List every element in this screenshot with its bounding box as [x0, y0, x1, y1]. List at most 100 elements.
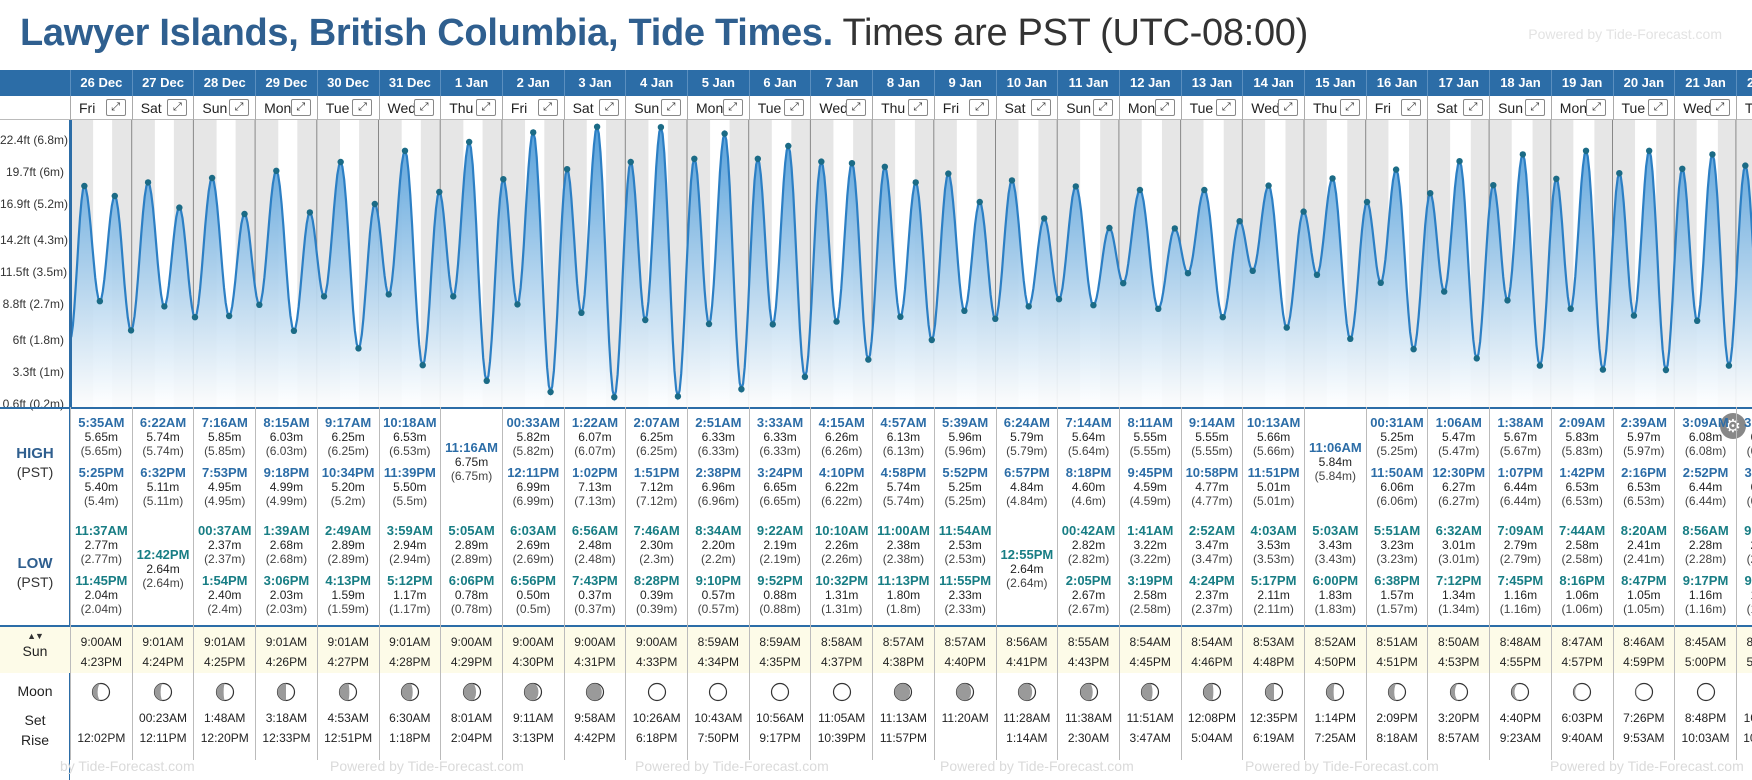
- expand-day-icon[interactable]: ⤢: [1154, 99, 1175, 116]
- tide-point[interactable]: [1645, 147, 1653, 154]
- tide-point[interactable]: [1363, 198, 1371, 206]
- tide-point[interactable]: [176, 204, 183, 211]
- expand-day-icon[interactable]: ⤢: [1401, 99, 1422, 116]
- tide-point[interactable]: [848, 160, 856, 167]
- tide-point[interactable]: [721, 130, 728, 137]
- tide-point[interactable]: [273, 167, 280, 174]
- expand-day-icon[interactable]: ⤢: [660, 99, 681, 116]
- tide-point[interactable]: [1265, 182, 1272, 189]
- expand-day-icon[interactable]: ⤢: [167, 99, 188, 116]
- tide-point[interactable]: [785, 142, 792, 150]
- expand-day-icon[interactable]: ⤢: [1339, 99, 1360, 116]
- tide-point[interactable]: [928, 336, 935, 344]
- tide-point[interactable]: [320, 293, 328, 300]
- tide-point[interactable]: [208, 174, 216, 182]
- powered-by-footer-text[interactable]: Powered by Tide-Forecast.com: [635, 758, 829, 774]
- expand-day-icon[interactable]: ⤢: [907, 99, 928, 116]
- expand-day-icon[interactable]: ⤢: [352, 99, 373, 116]
- tide-point[interactable]: [191, 314, 199, 321]
- tide-point[interactable]: [1313, 271, 1321, 278]
- expand-day-icon[interactable]: ⤢: [229, 99, 250, 116]
- tide-point[interactable]: [578, 309, 585, 316]
- tide-point[interactable]: [1300, 208, 1307, 215]
- expand-day-icon[interactable]: ⤢: [1463, 99, 1484, 116]
- tide-point[interactable]: [1616, 170, 1623, 177]
- tide-point[interactable]: [833, 318, 840, 325]
- tide-point[interactable]: [1377, 279, 1384, 286]
- tide-point[interactable]: [1055, 296, 1063, 303]
- tide-point[interactable]: [371, 200, 379, 208]
- tide-point[interactable]: [1536, 362, 1544, 369]
- tide-point[interactable]: [1249, 267, 1256, 274]
- tide-point[interactable]: [1630, 312, 1638, 319]
- tide-point[interactable]: [976, 198, 983, 206]
- tide-point[interactable]: [401, 147, 409, 154]
- tide-point[interactable]: [96, 298, 104, 305]
- tide-point[interactable]: [865, 356, 872, 363]
- tide-point[interactable]: [355, 345, 362, 352]
- tide-point[interactable]: [500, 176, 507, 183]
- tide-point[interactable]: [337, 158, 344, 166]
- tide-point[interactable]: [705, 320, 713, 328]
- tide-point[interactable]: [514, 301, 521, 308]
- tide-point[interactable]: [1567, 305, 1574, 312]
- tide-point[interactable]: [419, 362, 426, 369]
- tide-point[interactable]: [1693, 317, 1701, 324]
- tide-point[interactable]: [1025, 303, 1032, 310]
- expand-day-icon[interactable]: ⤢: [105, 99, 126, 116]
- expand-day-icon[interactable]: ⤢: [1524, 99, 1545, 116]
- tide-point[interactable]: [1709, 151, 1716, 158]
- tide-point[interactable]: [1155, 305, 1162, 312]
- tide-point[interactable]: [530, 129, 537, 136]
- tide-point[interactable]: [483, 377, 490, 384]
- tide-point[interactable]: [1742, 162, 1749, 169]
- tide-point[interactable]: [81, 182, 88, 190]
- tide-point[interactable]: [1392, 166, 1400, 173]
- expand-day-icon[interactable]: ⤢: [1648, 99, 1669, 116]
- tide-point[interactable]: [1283, 324, 1290, 331]
- tide-point[interactable]: [241, 210, 248, 218]
- expand-day-icon[interactable]: ⤢: [1709, 99, 1730, 116]
- tide-point[interactable]: [111, 192, 118, 200]
- powered-by-footer-text[interactable]: Powered by Tide-Forecast.com: [330, 758, 524, 774]
- tide-point[interactable]: [1106, 224, 1113, 232]
- tide-point[interactable]: [1582, 147, 1590, 154]
- tide-point[interactable]: [992, 315, 999, 322]
- tide-point[interactable]: [961, 307, 968, 314]
- tide-point[interactable]: [818, 158, 825, 165]
- tide-point[interactable]: [1136, 186, 1144, 194]
- tide-point[interactable]: [144, 179, 152, 186]
- tide-point[interactable]: [1553, 175, 1560, 182]
- tide-point[interactable]: [657, 124, 665, 131]
- tide-point[interactable]: [945, 170, 952, 177]
- tide-point[interactable]: [1599, 366, 1607, 373]
- tide-point[interactable]: [1120, 280, 1127, 287]
- expand-day-icon[interactable]: ⤢: [1216, 99, 1237, 116]
- tide-point[interactable]: [306, 209, 314, 216]
- tide-point[interactable]: [1519, 151, 1527, 158]
- tide-point[interactable]: [1504, 297, 1511, 304]
- tide-point[interactable]: [547, 388, 554, 396]
- tide-point[interactable]: [691, 155, 698, 162]
- tide-point[interactable]: [290, 327, 298, 334]
- tide-point[interactable]: [738, 386, 745, 393]
- expand-day-icon[interactable]: ⤢: [414, 99, 435, 116]
- tide-point[interactable]: [627, 158, 634, 166]
- expand-day-icon[interactable]: ⤢: [722, 99, 743, 116]
- powered-by-watermark[interactable]: Powered by Tide-Forecast.com: [1528, 26, 1722, 42]
- tide-point[interactable]: [1347, 335, 1354, 342]
- tide-point[interactable]: [769, 321, 776, 328]
- tide-point[interactable]: [1490, 182, 1497, 189]
- expand-day-icon[interactable]: ⤢: [1031, 99, 1052, 116]
- expand-day-icon[interactable]: ⤢: [537, 99, 558, 116]
- powered-by-footer-text[interactable]: by Tide-Forecast.com: [60, 758, 195, 774]
- tide-point[interactable]: [563, 166, 571, 173]
- expand-day-icon[interactable]: ⤢: [1586, 99, 1607, 116]
- expand-day-icon[interactable]: ⤢: [1092, 99, 1113, 116]
- tide-point[interactable]: [1236, 218, 1243, 225]
- expand-day-icon[interactable]: ⤢: [846, 99, 867, 116]
- powered-by-footer-text[interactable]: Powered by Tide-Forecast.com: [1550, 758, 1744, 774]
- tide-point[interactable]: [1041, 215, 1048, 222]
- tide-point[interactable]: [161, 303, 168, 310]
- tide-point[interactable]: [1329, 175, 1336, 182]
